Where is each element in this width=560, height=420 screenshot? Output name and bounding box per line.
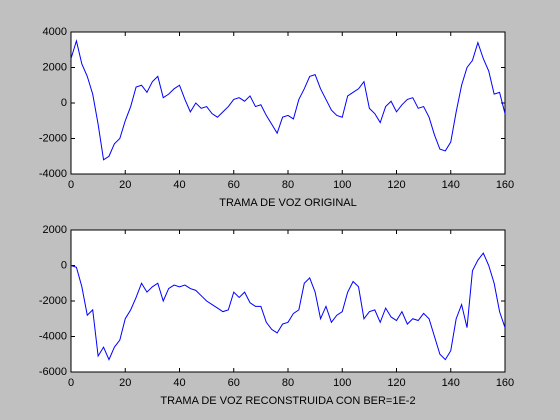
y-tick-label: 2000 <box>43 61 67 73</box>
y-tick-label: -2000 <box>39 132 67 144</box>
x-tick-label: 0 <box>68 179 74 191</box>
x-tick-label: 160 <box>496 179 514 191</box>
x-tick-label: 80 <box>282 377 294 389</box>
y-tick-label: 2000 <box>43 224 67 236</box>
y-tick-label: -4000 <box>39 168 67 180</box>
x-tick-label: 40 <box>173 179 185 191</box>
data-line <box>70 38 506 161</box>
x-tick-label: 140 <box>442 179 460 191</box>
x-tick-label: 0 <box>68 377 74 389</box>
y-tick-label: 0 <box>61 259 67 271</box>
x-tick-label: 120 <box>387 179 405 191</box>
y-tick-label: 0 <box>61 97 67 109</box>
y-tick-label: -6000 <box>39 366 67 378</box>
x-tick-label: 140 <box>442 377 460 389</box>
x-tick-label: 100 <box>333 179 351 191</box>
x-tick-label: 60 <box>228 377 240 389</box>
x-tick-label: 160 <box>496 377 514 389</box>
x-tick-label: 40 <box>173 377 185 389</box>
axes-background <box>70 31 506 175</box>
x-tick-label: 80 <box>282 179 294 191</box>
x-tick-label: 60 <box>228 179 240 191</box>
y-tick-label: -2000 <box>39 295 67 307</box>
y-tick-label: -4000 <box>39 330 67 342</box>
x-tick-label: 100 <box>333 377 351 389</box>
x-axis-label: TRAMA DE VOZ RECONSTRUIDA CON BER=1E-2 <box>160 395 415 407</box>
x-tick-label: 120 <box>387 377 405 389</box>
data-line <box>70 252 506 361</box>
y-tick-label: 4000 <box>43 26 67 38</box>
x-axis-label: TRAMA DE VOZ ORIGINAL <box>219 197 357 209</box>
axes-background <box>70 229 506 373</box>
x-tick-label: 20 <box>119 377 131 389</box>
x-tick-label: 20 <box>119 179 131 191</box>
